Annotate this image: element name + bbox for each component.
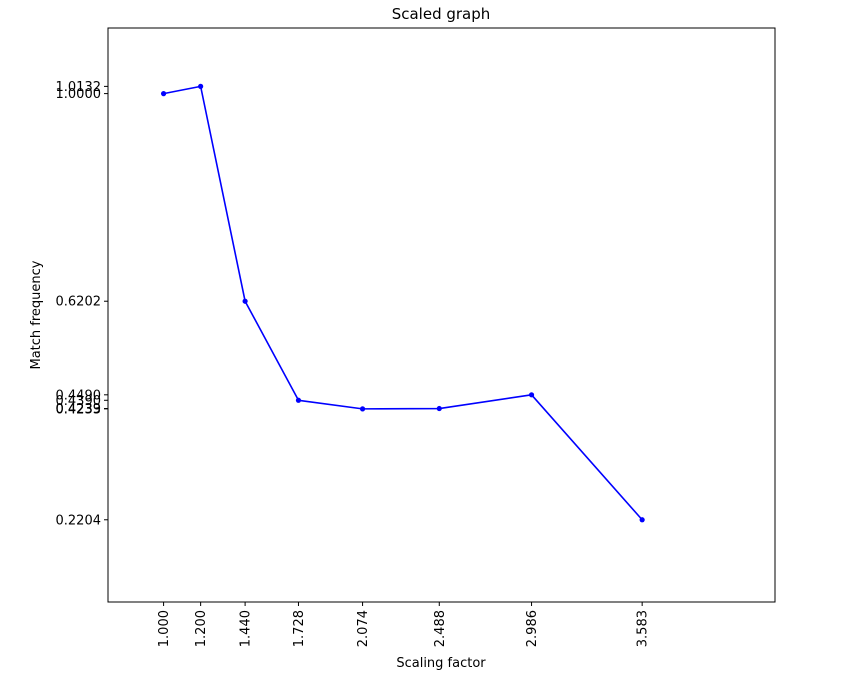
x-tick-label: 1.728	[292, 610, 307, 647]
x-tick-label: 1.000	[157, 610, 172, 647]
data-point	[436, 405, 442, 412]
y-tick-label: 0.4239	[56, 402, 102, 417]
data-point	[295, 397, 302, 403]
x-axis-label: Scaling factor	[396, 656, 486, 671]
data-point	[639, 517, 645, 523]
y-tick-label: 0.2204	[56, 513, 102, 528]
y-tick-label: 0.4490	[56, 388, 102, 403]
data-point	[242, 298, 248, 304]
chart-title: Scaled graph	[392, 5, 491, 23]
y-tick-label: 1.0000	[56, 87, 102, 102]
x-tick-label: 2.488	[433, 610, 448, 647]
x-tick-label: 1.200	[194, 610, 209, 647]
y-axis-label: Match frequency	[29, 260, 44, 369]
data-point	[528, 392, 535, 398]
data-point	[359, 406, 366, 412]
data-point	[160, 91, 167, 97]
series-line	[163, 85, 643, 521]
y-tick-label: 1.0132	[56, 80, 102, 95]
y-tick-label: 0.4233	[56, 402, 102, 417]
x-tick-label: 3.583	[636, 610, 651, 647]
plot-area	[160, 83, 645, 523]
y-tick-label: 0.6202	[56, 295, 102, 310]
plot-frame	[107, 27, 776, 603]
data-point	[198, 83, 204, 89]
x-tick-label: 2.986	[525, 610, 540, 647]
x-tick-label: 2.074	[356, 610, 371, 647]
y-tick-label: 0.4390	[56, 394, 102, 409]
x-axis-ticks: 1.000 1.200 1.440 1.728 2.074 2.488 2.986 3.583	[157, 602, 651, 647]
x-tick-label: 1.440	[239, 610, 254, 647]
